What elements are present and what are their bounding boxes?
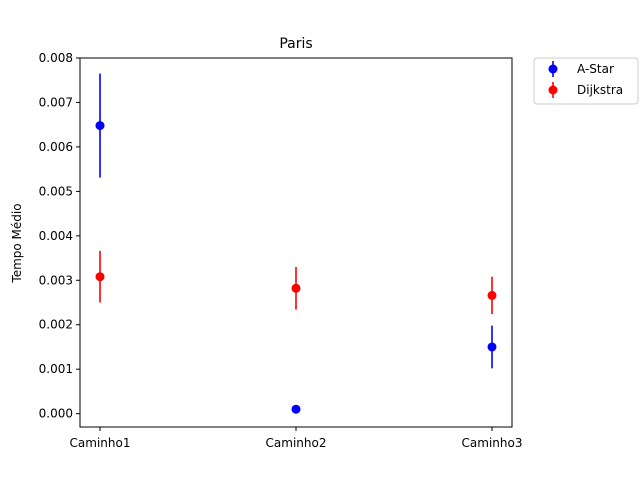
y-tick-label: 0.005 bbox=[39, 184, 73, 198]
x-tick-label: Caminho2 bbox=[266, 436, 327, 450]
chart-title: Paris bbox=[279, 36, 312, 52]
y-tick-label: 0.004 bbox=[39, 229, 73, 243]
plot-area: 0.000 0.001 0.002 0.003 0.004 0.005 0.006 0.007… bbox=[39, 51, 523, 450]
y-tick-label: 0.002 bbox=[39, 318, 73, 332]
y-tick-label: 0.001 bbox=[39, 362, 73, 376]
legend-box bbox=[533, 57, 639, 105]
y-tick-label: 0.003 bbox=[39, 273, 73, 287]
data-point bbox=[291, 404, 301, 414]
data-point bbox=[95, 272, 105, 282]
x-tick-label: Caminho3 bbox=[462, 436, 523, 450]
y-tick-label: 0.006 bbox=[39, 140, 73, 154]
data-point bbox=[487, 290, 497, 300]
axes-frame bbox=[79, 57, 513, 428]
data-point bbox=[487, 342, 497, 352]
legend: A-Star Dijkstra bbox=[533, 57, 639, 105]
data-point bbox=[95, 121, 105, 131]
data-point bbox=[291, 283, 301, 293]
legend-label: Dijkstra bbox=[577, 83, 623, 97]
y-axis-label: Tempo Médio bbox=[10, 203, 24, 283]
y-tick-label: 0.000 bbox=[39, 407, 73, 421]
legend-label: A-Star bbox=[577, 62, 614, 76]
legend-marker bbox=[548, 64, 558, 74]
x-tick-label: Caminho1 bbox=[70, 436, 131, 450]
legend-marker bbox=[548, 85, 558, 95]
y-tick-label: 0.007 bbox=[39, 95, 73, 109]
y-tick-label: 0.008 bbox=[39, 51, 73, 65]
